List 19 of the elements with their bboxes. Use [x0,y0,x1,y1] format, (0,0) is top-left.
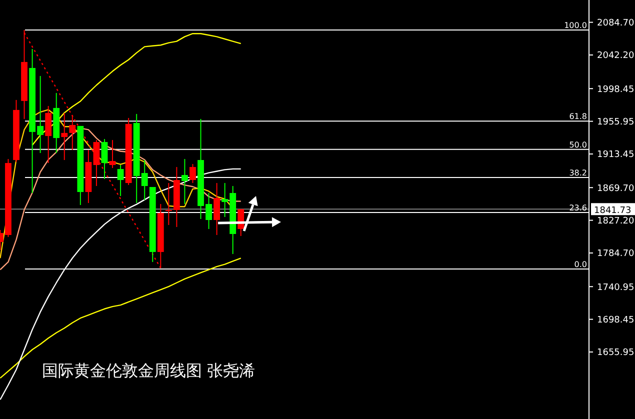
annotation: 0.0 [574,260,587,269]
y-tick-label: 2042.20 [597,51,634,62]
y-tick-label: 1913.45 [597,150,634,160]
annotation: 23.6 [569,203,587,212]
y-tick-label: 1784.70 [597,249,634,260]
y-tick-label: 2084.70 [597,18,634,28]
y-tick-label: 1698.45 [597,315,634,326]
annotation: 38.2 [569,168,587,178]
y-tick-label: 1998.45 [597,84,634,95]
ref-line-label: 1841.73 [594,206,632,216]
y-tick-label: 1655.95 [597,348,634,358]
text: 国际黄金伦敦金周线图 张尧浠 [42,361,256,380]
annotation: 100.0 [564,20,587,30]
y-tick-label: 1740.95 [597,282,634,293]
y-tick-label: 1955.95 [597,117,634,128]
annotation: 61.8 [569,112,587,122]
y-tick-label: 1827.20 [597,216,634,226]
annotation: 50.0 [569,140,587,150]
y-tick-label: 1869.70 [597,184,634,194]
